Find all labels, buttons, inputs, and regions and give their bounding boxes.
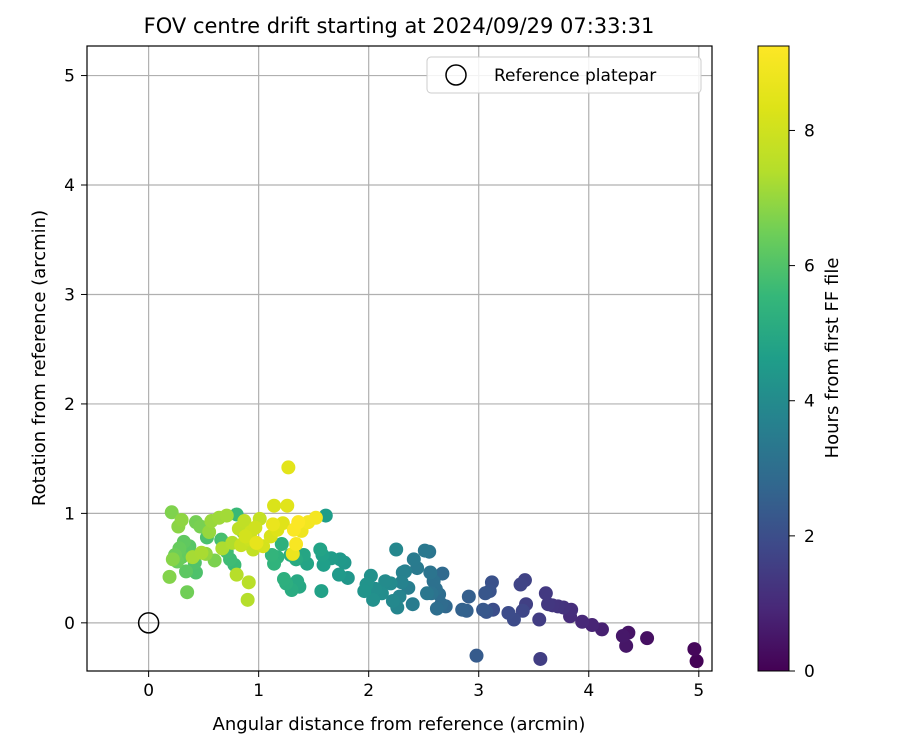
data-point bbox=[687, 642, 702, 657]
colorbar-ticks: 0 2 4 6 8 bbox=[789, 121, 815, 682]
x-axis-label: Angular distance from reference (arcmin) bbox=[213, 714, 586, 735]
data-point bbox=[532, 612, 547, 627]
x-tick-label: 4 bbox=[583, 681, 594, 701]
y-tick-label: 4 bbox=[64, 176, 75, 196]
data-point bbox=[357, 584, 372, 599]
data-point bbox=[640, 631, 655, 646]
data-point bbox=[476, 602, 491, 617]
data-point bbox=[194, 545, 209, 560]
data-point bbox=[378, 574, 393, 589]
legend-label: Reference platepar bbox=[494, 66, 656, 86]
data-point bbox=[385, 593, 400, 608]
chart-title: FOV centre drift starting at 2024/09/29 … bbox=[144, 14, 655, 38]
data-point bbox=[417, 543, 432, 558]
colorbar-tick-label: 0 bbox=[804, 662, 815, 682]
x-tick-label: 0 bbox=[143, 681, 154, 701]
data-point bbox=[291, 515, 306, 530]
data-point bbox=[538, 586, 553, 601]
data-point bbox=[423, 565, 438, 580]
colorbar-tick-label: 8 bbox=[804, 121, 815, 141]
data-point bbox=[389, 542, 404, 557]
data-point bbox=[289, 537, 304, 552]
x-tick-label: 3 bbox=[473, 681, 484, 701]
legend-box bbox=[426, 56, 702, 94]
data-point bbox=[394, 575, 409, 590]
data-point bbox=[280, 498, 295, 513]
data-point bbox=[241, 575, 256, 590]
legend: Reference platepar bbox=[426, 56, 702, 94]
y-tick-label: 1 bbox=[64, 504, 75, 524]
data-point bbox=[219, 508, 234, 523]
data-point bbox=[366, 592, 381, 607]
data-point bbox=[276, 572, 291, 587]
data-point bbox=[313, 542, 328, 557]
data-point bbox=[240, 592, 255, 607]
data-point bbox=[455, 602, 470, 617]
data-point bbox=[541, 597, 556, 612]
data-point bbox=[179, 564, 194, 579]
data-point bbox=[281, 460, 296, 475]
data-point bbox=[501, 605, 516, 620]
data-point bbox=[575, 614, 590, 629]
data-point bbox=[429, 601, 444, 616]
data-point bbox=[264, 547, 279, 562]
colorbar: 0 2 4 6 8 Hours from first FF file bbox=[757, 45, 843, 682]
data-point bbox=[308, 510, 323, 525]
x-tick-label: 5 bbox=[693, 681, 704, 701]
data-point bbox=[405, 597, 420, 612]
colorbar-tick-label: 6 bbox=[804, 257, 815, 277]
y-tick-label: 2 bbox=[64, 395, 75, 415]
data-point bbox=[615, 628, 630, 643]
reference-marker bbox=[137, 612, 160, 634]
data-point bbox=[478, 586, 493, 601]
data-point bbox=[533, 651, 548, 666]
data-point bbox=[237, 514, 252, 529]
data-point bbox=[267, 498, 282, 513]
legend-marker bbox=[445, 64, 467, 86]
data-point bbox=[515, 603, 530, 618]
plot-frame bbox=[86, 45, 713, 672]
colorbar-gradient bbox=[757, 45, 790, 672]
data-point bbox=[164, 505, 179, 520]
data-point bbox=[249, 535, 264, 550]
data-point bbox=[406, 552, 421, 567]
data-point bbox=[513, 577, 528, 592]
colorbar-tick-label: 4 bbox=[804, 392, 815, 412]
data-point bbox=[274, 537, 289, 552]
data-point bbox=[165, 552, 180, 567]
data-point bbox=[202, 524, 217, 539]
y-tick-label: 0 bbox=[64, 614, 75, 634]
y-tick-label: 5 bbox=[64, 67, 75, 87]
data-point bbox=[162, 569, 177, 584]
data-point bbox=[689, 654, 704, 669]
y-axis-label: Rotation from reference (arcmin) bbox=[29, 210, 50, 506]
x-tick-label: 2 bbox=[363, 681, 374, 701]
data-point bbox=[420, 586, 435, 601]
data-point bbox=[248, 520, 263, 535]
colorbar-tick-label: 2 bbox=[804, 527, 815, 547]
data-point bbox=[314, 584, 329, 599]
data-point bbox=[180, 585, 195, 600]
data-point bbox=[229, 567, 244, 582]
reference-point bbox=[137, 612, 160, 634]
x-axis-ticks: 0 1 2 3 4 5 bbox=[143, 671, 704, 701]
x-tick-label: 1 bbox=[253, 681, 264, 701]
data-points bbox=[162, 460, 704, 669]
data-point bbox=[265, 517, 280, 532]
grid-lines bbox=[87, 46, 712, 671]
data-point bbox=[238, 529, 253, 544]
y-axis-ticks: 0 1 2 3 4 5 bbox=[64, 67, 87, 634]
data-point bbox=[469, 648, 484, 663]
data-point bbox=[331, 567, 346, 582]
data-point bbox=[461, 589, 476, 604]
colorbar-label: Hours from first FF file bbox=[822, 258, 843, 459]
y-tick-label: 3 bbox=[64, 285, 75, 305]
data-point bbox=[174, 512, 189, 527]
